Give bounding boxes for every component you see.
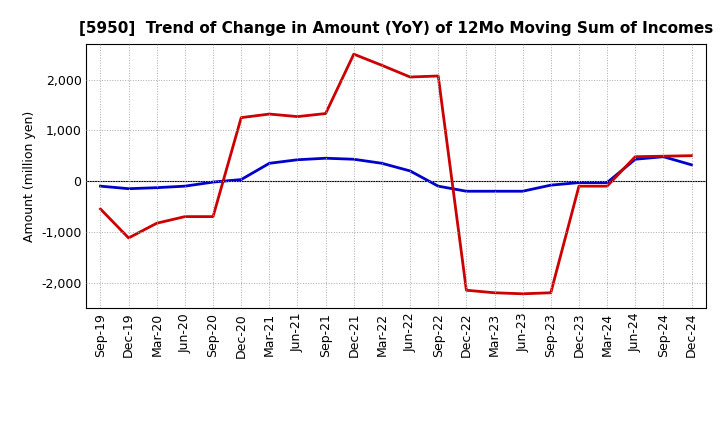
Ordinary Income (575, 180, 583, 185)
Ordinary Income (209, 180, 217, 185)
Net Income (631, 154, 639, 159)
Ordinary Income (687, 162, 696, 168)
Net Income (462, 288, 471, 293)
Ordinary Income (659, 154, 667, 159)
Ordinary Income (265, 161, 274, 166)
Ordinary Income (434, 183, 443, 189)
Net Income (321, 111, 330, 116)
Net Income (603, 183, 611, 189)
Ordinary Income (237, 177, 246, 182)
Net Income (490, 290, 499, 295)
Net Income (406, 74, 415, 80)
Ordinary Income (490, 189, 499, 194)
Ordinary Income (631, 157, 639, 162)
Ordinary Income (406, 168, 415, 173)
Net Income (265, 111, 274, 117)
Net Income (659, 154, 667, 159)
Net Income (434, 73, 443, 79)
Ordinary Income (349, 157, 358, 162)
Ordinary Income (181, 183, 189, 189)
Ordinary Income (321, 156, 330, 161)
Net Income (181, 214, 189, 219)
Net Income (209, 214, 217, 219)
Net Income (575, 183, 583, 189)
Line: Net Income: Net Income (101, 54, 691, 294)
Net Income (518, 291, 527, 297)
Title: [5950]  Trend of Change in Amount (YoY) of 12Mo Moving Sum of Incomes: [5950] Trend of Change in Amount (YoY) o… (79, 21, 713, 36)
Net Income (377, 62, 386, 68)
Ordinary Income (153, 185, 161, 191)
Net Income (546, 290, 555, 295)
Ordinary Income (125, 186, 133, 191)
Ordinary Income (377, 161, 386, 166)
Net Income (125, 235, 133, 241)
Ordinary Income (546, 183, 555, 188)
Ordinary Income (96, 183, 105, 189)
Net Income (293, 114, 302, 119)
Net Income (687, 153, 696, 158)
Ordinary Income (462, 189, 471, 194)
Net Income (153, 220, 161, 226)
Ordinary Income (603, 180, 611, 185)
Ordinary Income (518, 189, 527, 194)
Net Income (237, 115, 246, 120)
Ordinary Income (293, 157, 302, 162)
Y-axis label: Amount (million yen): Amount (million yen) (22, 110, 35, 242)
Line: Ordinary Income: Ordinary Income (101, 157, 691, 191)
Net Income (349, 51, 358, 57)
Net Income (96, 206, 105, 212)
